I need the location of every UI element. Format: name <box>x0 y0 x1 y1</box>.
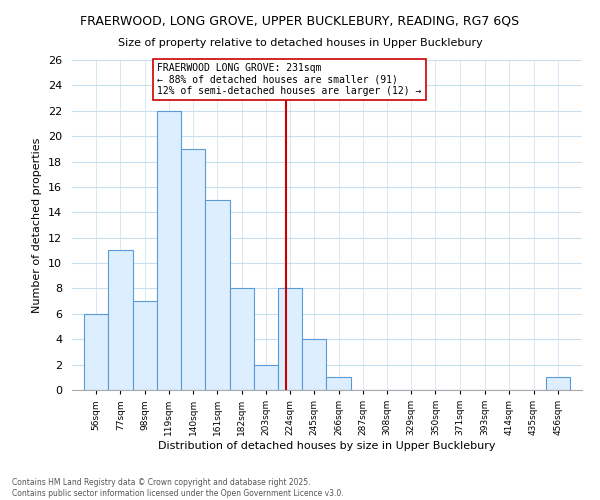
Text: Size of property relative to detached houses in Upper Bucklebury: Size of property relative to detached ho… <box>118 38 482 48</box>
Text: FRAERWOOD LONG GROVE: 231sqm
← 88% of detached houses are smaller (91)
12% of se: FRAERWOOD LONG GROVE: 231sqm ← 88% of de… <box>157 62 422 96</box>
Bar <box>545 378 570 390</box>
X-axis label: Distribution of detached houses by size in Upper Bucklebury: Distribution of detached houses by size … <box>158 441 496 451</box>
Text: FRAERWOOD, LONG GROVE, UPPER BUCKLEBURY, READING, RG7 6QS: FRAERWOOD, LONG GROVE, UPPER BUCKLEBURY,… <box>80 15 520 28</box>
Bar <box>254 364 278 390</box>
Bar <box>181 149 205 390</box>
Y-axis label: Number of detached properties: Number of detached properties <box>32 138 43 312</box>
Bar <box>326 378 350 390</box>
Bar <box>205 200 230 390</box>
Bar <box>157 111 181 390</box>
Text: Contains HM Land Registry data © Crown copyright and database right 2025.
Contai: Contains HM Land Registry data © Crown c… <box>12 478 344 498</box>
Bar <box>109 250 133 390</box>
Bar <box>133 301 157 390</box>
Bar <box>84 314 109 390</box>
Bar <box>278 288 302 390</box>
Bar <box>302 339 326 390</box>
Bar <box>230 288 254 390</box>
